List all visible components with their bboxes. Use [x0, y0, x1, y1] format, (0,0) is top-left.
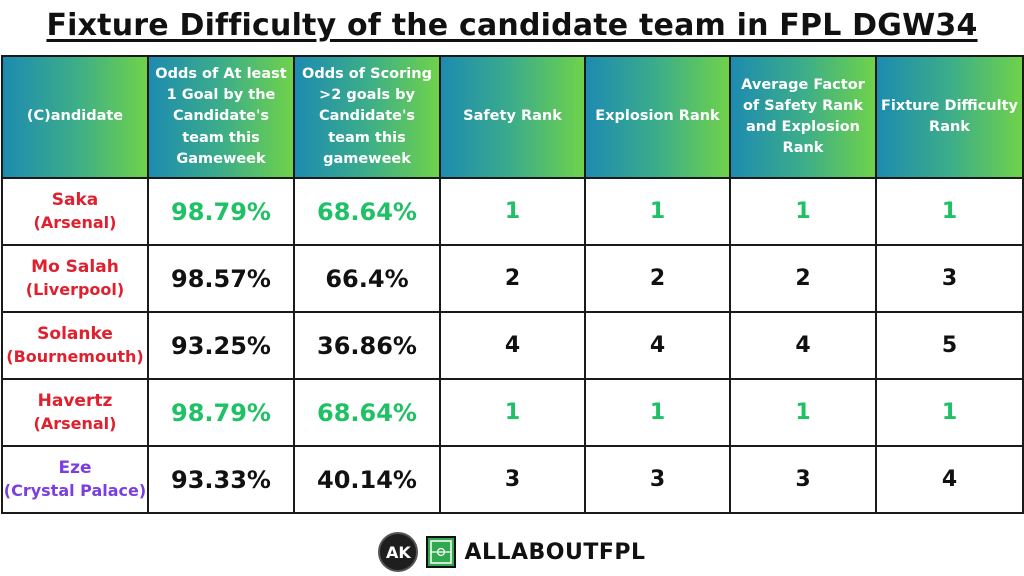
candidate-name: Solanke — [37, 324, 113, 345]
candidate-cell: Solanke (Bournemouth) — [1, 311, 149, 380]
fixture-difficulty-rank-cell: 1 — [875, 378, 1024, 447]
candidate-cell: Saka (Arsenal) — [1, 177, 149, 246]
footer-branding: AK ALLABOUTFPL — [0, 532, 1024, 572]
table-row: Solanke (Bournemouth) 93.25% 36.86% 4 4 4 5 — [1, 311, 1024, 380]
average-factor-cell: 2 — [729, 244, 877, 313]
candidate-team: (Crystal Palace) — [3, 481, 147, 501]
column-header-explosion-rank: Explosion Rank — [584, 55, 731, 179]
candidate-team: (Arsenal) — [33, 213, 117, 233]
column-header-average-factor: Average Factor of Safety Rank and Explos… — [729, 55, 877, 179]
column-header-candidate: (C)andidate — [1, 55, 149, 179]
odds-two-goals-cell: 40.14% — [293, 445, 441, 514]
column-header-fixture-difficulty-rank: Fixture Difficulty Rank — [875, 55, 1024, 179]
explosion-rank-cell: 2 — [584, 244, 731, 313]
ak-logo-text: AK — [386, 542, 411, 562]
safety-rank-cell: 2 — [439, 244, 586, 313]
column-header-odds-two-goals: Odds of Scoring >2 goals by Candidate's … — [293, 55, 441, 179]
explosion-rank-cell: 3 — [584, 445, 731, 514]
candidate-cell: Havertz (Arsenal) — [1, 378, 149, 447]
odds-one-goal-cell: 93.33% — [147, 445, 295, 514]
ak-logo: AK — [378, 532, 419, 572]
column-header-safety-rank: Safety Rank — [439, 55, 586, 179]
brand-name: ALLABOUTFPL — [464, 539, 646, 565]
odds-one-goal-cell: 98.57% — [147, 244, 295, 313]
football-pitch-icon — [426, 536, 457, 568]
candidate-cell: Mo Salah (Liverpool) — [1, 244, 149, 313]
safety-rank-cell: 1 — [439, 378, 586, 447]
candidate-name: Eze — [58, 458, 92, 479]
odds-two-goals-cell: 68.64% — [293, 378, 441, 447]
candidate-team: (Arsenal) — [33, 414, 117, 434]
safety-rank-cell: 3 — [439, 445, 586, 514]
explosion-rank-cell: 4 — [584, 311, 731, 380]
average-factor-cell: 1 — [729, 177, 877, 246]
table-row: Saka (Arsenal) 98.79% 68.64% 1 1 1 1 — [1, 177, 1024, 246]
fixture-difficulty-rank-cell: 5 — [875, 311, 1024, 380]
odds-one-goal-cell: 98.79% — [147, 177, 295, 246]
fixture-difficulty-rank-cell: 4 — [875, 445, 1024, 514]
fixture-difficulty-table: (C)andidate Odds of At least 1 Goal by t… — [1, 55, 1024, 514]
table-row: Havertz (Arsenal) 98.79% 68.64% 1 1 1 1 — [1, 378, 1024, 447]
average-factor-cell: 4 — [729, 311, 877, 380]
candidate-team: (Bournemouth) — [6, 347, 144, 367]
average-factor-cell: 3 — [729, 445, 877, 514]
explosion-rank-cell: 1 — [584, 378, 731, 447]
fixture-difficulty-rank-cell: 1 — [875, 177, 1024, 246]
candidate-name: Mo Salah — [31, 257, 119, 278]
candidate-cell: Eze (Crystal Palace) — [1, 445, 149, 514]
odds-two-goals-cell: 36.86% — [293, 311, 441, 380]
page-title: Fixture Difficulty of the candidate team… — [0, 8, 1024, 43]
column-header-odds-one-goal: Odds of At least 1 Goal by the Candidate… — [147, 55, 295, 179]
candidate-name: Havertz — [37, 391, 113, 412]
odds-one-goal-cell: 93.25% — [147, 311, 295, 380]
safety-rank-cell: 1 — [439, 177, 586, 246]
fixture-difficulty-rank-cell: 3 — [875, 244, 1024, 313]
header-row: (C)andidate Odds of At least 1 Goal by t… — [1, 55, 1024, 179]
odds-two-goals-cell: 66.4% — [293, 244, 441, 313]
candidate-team: (Liverpool) — [25, 280, 125, 300]
page-title-text: Fixture Difficulty of the candidate team… — [46, 8, 978, 43]
odds-one-goal-cell: 98.79% — [147, 378, 295, 447]
average-factor-cell: 1 — [729, 378, 877, 447]
table-row: Mo Salah (Liverpool) 98.57% 66.4% 2 2 2 3 — [1, 244, 1024, 313]
candidate-name: Saka — [51, 190, 99, 211]
safety-rank-cell: 4 — [439, 311, 586, 380]
explosion-rank-cell: 1 — [584, 177, 731, 246]
table-row: Eze (Crystal Palace) 93.33% 40.14% 3 3 3 4 — [1, 445, 1024, 514]
odds-two-goals-cell: 68.64% — [293, 177, 441, 246]
